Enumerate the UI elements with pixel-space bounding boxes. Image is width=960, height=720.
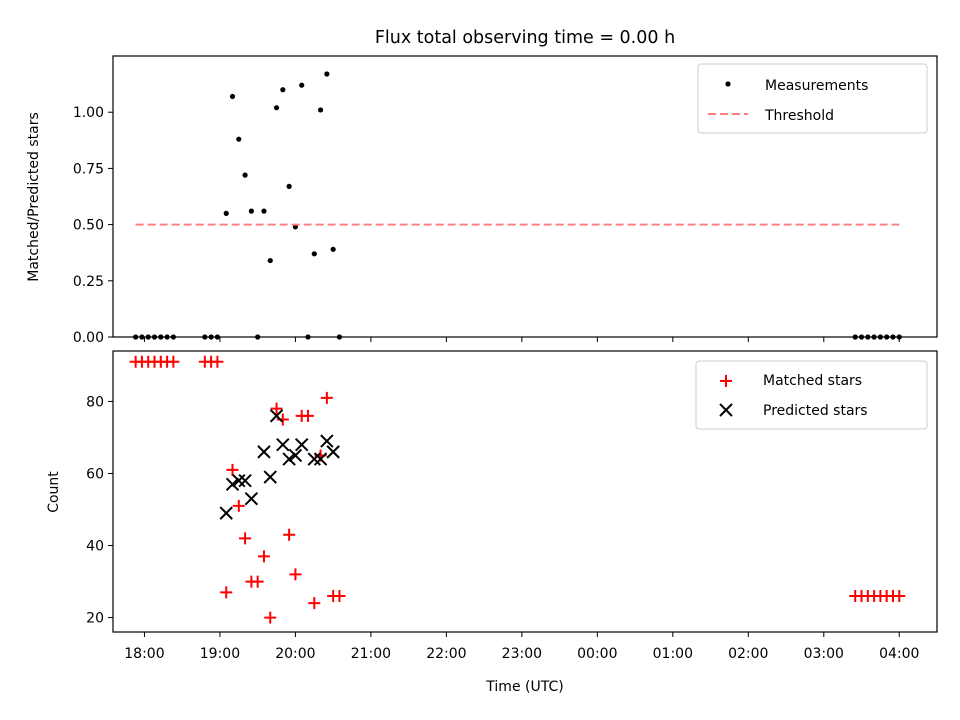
measurements-point [248, 208, 254, 214]
measurements-point [280, 87, 286, 93]
measurements-point [324, 71, 330, 77]
predicted-stars-point [320, 434, 334, 448]
predicted-stars-point [307, 452, 321, 466]
predicted-stars-point [288, 448, 303, 463]
legend-top: Measurements Threshold [697, 63, 928, 134]
matched-stars-point [283, 528, 296, 541]
x-tick-label: 21:00 [351, 646, 391, 662]
matched-stars-point [270, 402, 283, 415]
y-tick-label-top: 0.50 [73, 218, 104, 234]
x-tick-label: 00:00 [577, 646, 617, 662]
x-tick-label: 20:00 [275, 646, 315, 662]
y-axis-label-bottom: Count [46, 471, 62, 513]
measurements-point [273, 105, 280, 111]
matched-stars-point [211, 355, 224, 368]
matched-stars-point [301, 409, 314, 422]
predicted-stars-point [326, 445, 340, 459]
matched-stars-point [232, 499, 245, 512]
y-tick-label-top: 1.00 [73, 105, 104, 121]
predicted-stars-point [232, 473, 246, 488]
legend-label-predicted-stars: Predicted stars [763, 403, 868, 419]
bottom-panel: Count Time (UTC) 20 40 60 80 18:00 19:00 20:00… [46, 350, 938, 695]
predicted-stars-point [257, 445, 271, 459]
predicted-stars-point [244, 491, 259, 506]
matched-stars-point [220, 586, 233, 599]
x-tick-label: 02:00 [728, 646, 768, 662]
x-axis-label: Time (UTC) [485, 679, 563, 695]
measurements-point [223, 210, 229, 216]
x-tick-label: 22:00 [426, 646, 466, 662]
x-tick-label: 19:00 [200, 646, 240, 662]
y-tick-label-top: 0.00 [73, 330, 104, 346]
matched-stars-point [226, 463, 239, 476]
predicted-stars-point [282, 452, 296, 466]
matched-stars-point [251, 575, 264, 588]
predicted-stars-point [219, 506, 233, 520]
predicted-stars-point [225, 477, 240, 492]
predicted-stars-point [238, 473, 252, 488]
y-tick-label-bottom: 40 [86, 539, 104, 555]
legend-marker-predicted-stars [719, 403, 733, 417]
plot-frame-top [112, 55, 938, 338]
x-tick-label: 18:00 [124, 646, 164, 662]
matched-stars-point [333, 589, 346, 602]
y-tick-label-bottom: 20 [86, 611, 104, 627]
matched-stars-point [320, 391, 333, 404]
legend-label-measurements: Measurements [765, 78, 868, 94]
predicted-stars-point [263, 470, 277, 484]
matched-stars-point [257, 550, 270, 563]
measurements-point [286, 183, 292, 189]
measurements-point [330, 246, 336, 252]
legend-box-bottom [695, 360, 928, 430]
measurements-point [261, 208, 267, 214]
top-panel: Flux total observing time = 0.00 h Match… [26, 28, 938, 346]
y-tick-label-bottom: 80 [86, 394, 104, 410]
matched-stars-point [289, 568, 302, 581]
legend-label-threshold: Threshold [764, 108, 834, 124]
measurements-point [242, 172, 248, 178]
measurements-point [299, 82, 305, 88]
legend-bottom: Matched stars Predicted stars [695, 360, 928, 430]
matched-stars-point [264, 611, 277, 624]
legend-marker-matched-stars [720, 375, 732, 387]
legend-box-top [697, 63, 928, 134]
measurements-point [236, 136, 242, 142]
plot-frame-bottom [112, 350, 938, 633]
measurements-point [267, 257, 273, 264]
matched-stars-point [239, 532, 252, 545]
x-tick-label: 01:00 [653, 646, 693, 662]
legend-label-matched-stars: Matched stars [763, 373, 862, 389]
matched-stars-point [167, 355, 180, 368]
predicted-stars-point [276, 437, 290, 452]
x-tick-label: 04:00 [879, 646, 919, 662]
x-tick-label: 03:00 [804, 646, 844, 662]
y-tick-label-bottom: 60 [86, 466, 104, 482]
chart-title: Flux total observing time = 0.00 h [375, 28, 675, 48]
predicted-stars-point [269, 409, 284, 423]
y-tick-label-top: 0.25 [73, 274, 104, 290]
x-tick-label: 23:00 [502, 646, 542, 662]
predicted-stars-point [313, 452, 328, 466]
y-tick-label-top: 0.75 [73, 161, 104, 177]
predicted-stars-point [294, 437, 309, 452]
measurements-point [229, 93, 236, 100]
matched-stars-point [308, 597, 321, 610]
y-axis-label-top: Matched/Predicted stars [26, 112, 42, 282]
legend-marker-measurements [725, 81, 731, 87]
measurements-point [311, 251, 317, 257]
matched-stars-point [893, 589, 906, 602]
measurements-point [317, 107, 324, 113]
